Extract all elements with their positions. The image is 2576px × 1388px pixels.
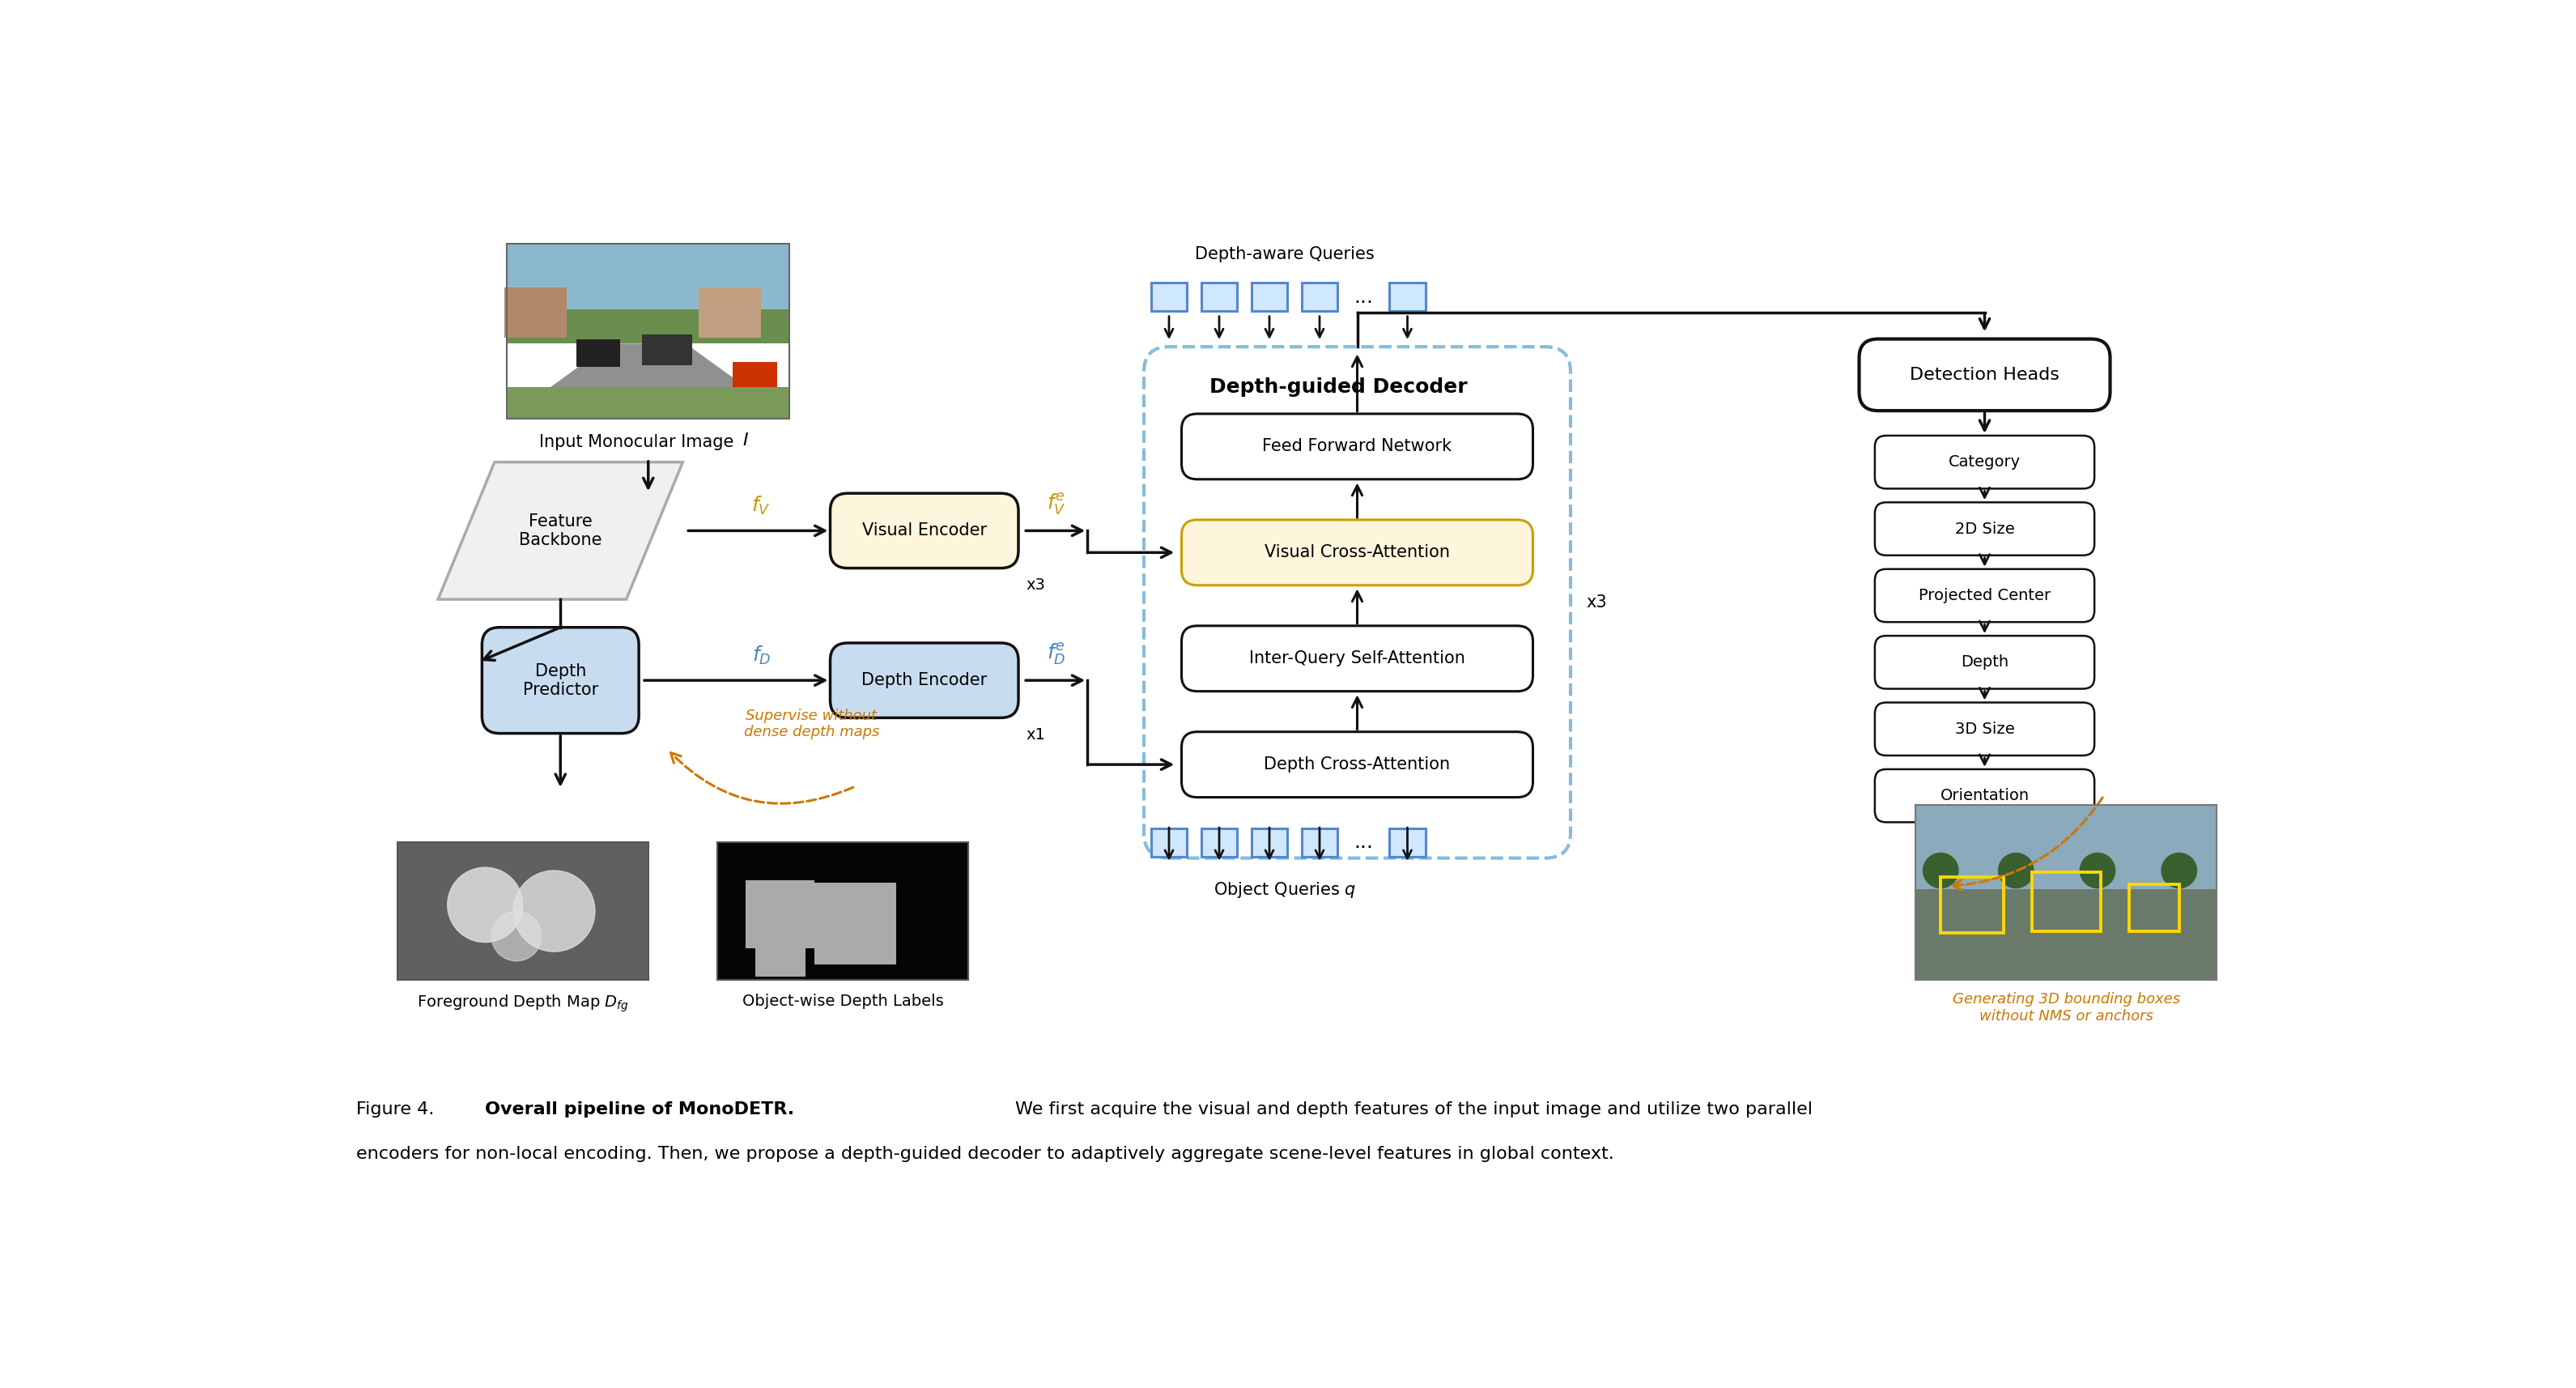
FancyBboxPatch shape xyxy=(505,287,567,337)
Text: $f_D^e$: $f_D^e$ xyxy=(1046,641,1066,666)
FancyBboxPatch shape xyxy=(1860,339,2110,411)
FancyBboxPatch shape xyxy=(1875,502,2094,555)
Text: ...: ... xyxy=(1355,833,1373,852)
Text: Visual Encoder: Visual Encoder xyxy=(863,523,987,539)
Text: Depth: Depth xyxy=(1960,655,2009,670)
Text: Supervise without
dense depth maps: Supervise without dense depth maps xyxy=(744,708,878,740)
FancyBboxPatch shape xyxy=(1388,283,1425,311)
FancyBboxPatch shape xyxy=(814,883,896,965)
Text: Depth Cross-Attention: Depth Cross-Attention xyxy=(1265,756,1450,773)
Text: Input Monocular Image: Input Monocular Image xyxy=(538,434,739,450)
FancyBboxPatch shape xyxy=(829,643,1018,718)
FancyBboxPatch shape xyxy=(397,843,649,980)
Text: Visual Cross-Attention: Visual Cross-Attention xyxy=(1265,544,1450,561)
FancyBboxPatch shape xyxy=(744,880,814,948)
FancyBboxPatch shape xyxy=(1182,414,1533,479)
Text: Depth-guided Decoder: Depth-guided Decoder xyxy=(1208,378,1468,397)
Text: 2D Size: 2D Size xyxy=(1955,520,2014,537)
FancyBboxPatch shape xyxy=(1200,829,1236,856)
FancyBboxPatch shape xyxy=(1151,283,1188,311)
Text: $f_V$: $f_V$ xyxy=(752,496,770,516)
FancyBboxPatch shape xyxy=(641,335,693,365)
FancyBboxPatch shape xyxy=(1875,569,2094,622)
Text: x3: x3 xyxy=(1025,577,1046,593)
Text: Object-wise Depth Labels: Object-wise Depth Labels xyxy=(742,994,943,1009)
FancyBboxPatch shape xyxy=(1875,436,2094,489)
FancyBboxPatch shape xyxy=(577,339,621,366)
Text: $f_V^e$: $f_V^e$ xyxy=(1046,491,1066,516)
FancyBboxPatch shape xyxy=(829,493,1018,568)
Text: 3D Size: 3D Size xyxy=(1955,722,2014,737)
Text: Detection Heads: Detection Heads xyxy=(1909,366,2058,383)
Text: Depth Encoder: Depth Encoder xyxy=(860,672,987,688)
FancyBboxPatch shape xyxy=(1875,702,2094,755)
Text: Projected Center: Projected Center xyxy=(1919,589,2050,604)
FancyBboxPatch shape xyxy=(482,627,639,733)
FancyBboxPatch shape xyxy=(1917,805,2218,892)
Text: $\mathit{I}$: $\mathit{I}$ xyxy=(742,432,750,448)
Text: Depth
Predictor: Depth Predictor xyxy=(523,663,598,698)
Text: Object Queries $q$: Object Queries $q$ xyxy=(1213,880,1358,899)
Circle shape xyxy=(492,911,541,960)
FancyBboxPatch shape xyxy=(1252,283,1288,311)
FancyBboxPatch shape xyxy=(1875,769,2094,822)
FancyBboxPatch shape xyxy=(1200,283,1236,311)
Text: Inter-Query Self-Attention: Inter-Query Self-Attention xyxy=(1249,651,1466,666)
FancyBboxPatch shape xyxy=(734,362,778,387)
FancyBboxPatch shape xyxy=(1182,731,1533,797)
Circle shape xyxy=(1924,854,1958,888)
Text: Foreground Depth Map $D_{fg}$: Foreground Depth Map $D_{fg}$ xyxy=(417,994,629,1015)
Text: Orientation: Orientation xyxy=(1940,788,2030,804)
FancyBboxPatch shape xyxy=(1182,519,1533,586)
FancyBboxPatch shape xyxy=(1388,829,1425,856)
FancyBboxPatch shape xyxy=(507,310,788,344)
FancyBboxPatch shape xyxy=(1301,283,1337,311)
Circle shape xyxy=(1999,854,2032,888)
Text: Feature
Backbone: Feature Backbone xyxy=(518,514,603,548)
FancyBboxPatch shape xyxy=(507,387,788,418)
Circle shape xyxy=(513,870,595,952)
Text: We first acquire the visual and depth features of the input image and utilize tw: We first acquire the visual and depth fe… xyxy=(1015,1101,1814,1117)
FancyBboxPatch shape xyxy=(1252,829,1288,856)
FancyBboxPatch shape xyxy=(755,945,806,977)
FancyBboxPatch shape xyxy=(1151,829,1188,856)
Text: x3: x3 xyxy=(1587,594,1607,611)
Text: encoders for non-local encoding. Then, we propose a depth-guided decoder to adap: encoders for non-local encoding. Then, w… xyxy=(355,1146,1615,1162)
Text: Generating 3D bounding boxes
without NMS or anchors: Generating 3D bounding boxes without NMS… xyxy=(1953,992,2179,1023)
Circle shape xyxy=(448,868,523,942)
Text: Feed Forward Network: Feed Forward Network xyxy=(1262,439,1453,455)
Polygon shape xyxy=(507,344,788,418)
Polygon shape xyxy=(438,462,683,600)
Circle shape xyxy=(2079,854,2115,888)
FancyBboxPatch shape xyxy=(1301,829,1337,856)
Text: x1: x1 xyxy=(1025,727,1046,743)
Text: Category: Category xyxy=(1947,454,2020,469)
FancyBboxPatch shape xyxy=(507,244,788,332)
FancyBboxPatch shape xyxy=(716,843,969,980)
Text: Overall pipeline of MonoDETR.: Overall pipeline of MonoDETR. xyxy=(484,1101,793,1117)
Circle shape xyxy=(2161,854,2197,888)
Text: ...: ... xyxy=(1355,287,1373,307)
FancyBboxPatch shape xyxy=(1917,890,2218,980)
Text: Depth-aware Queries: Depth-aware Queries xyxy=(1195,247,1376,262)
FancyBboxPatch shape xyxy=(1875,636,2094,688)
FancyBboxPatch shape xyxy=(698,287,760,337)
Text: Figure 4.: Figure 4. xyxy=(355,1101,435,1117)
FancyBboxPatch shape xyxy=(1182,626,1533,691)
Text: $f_D$: $f_D$ xyxy=(752,644,770,666)
